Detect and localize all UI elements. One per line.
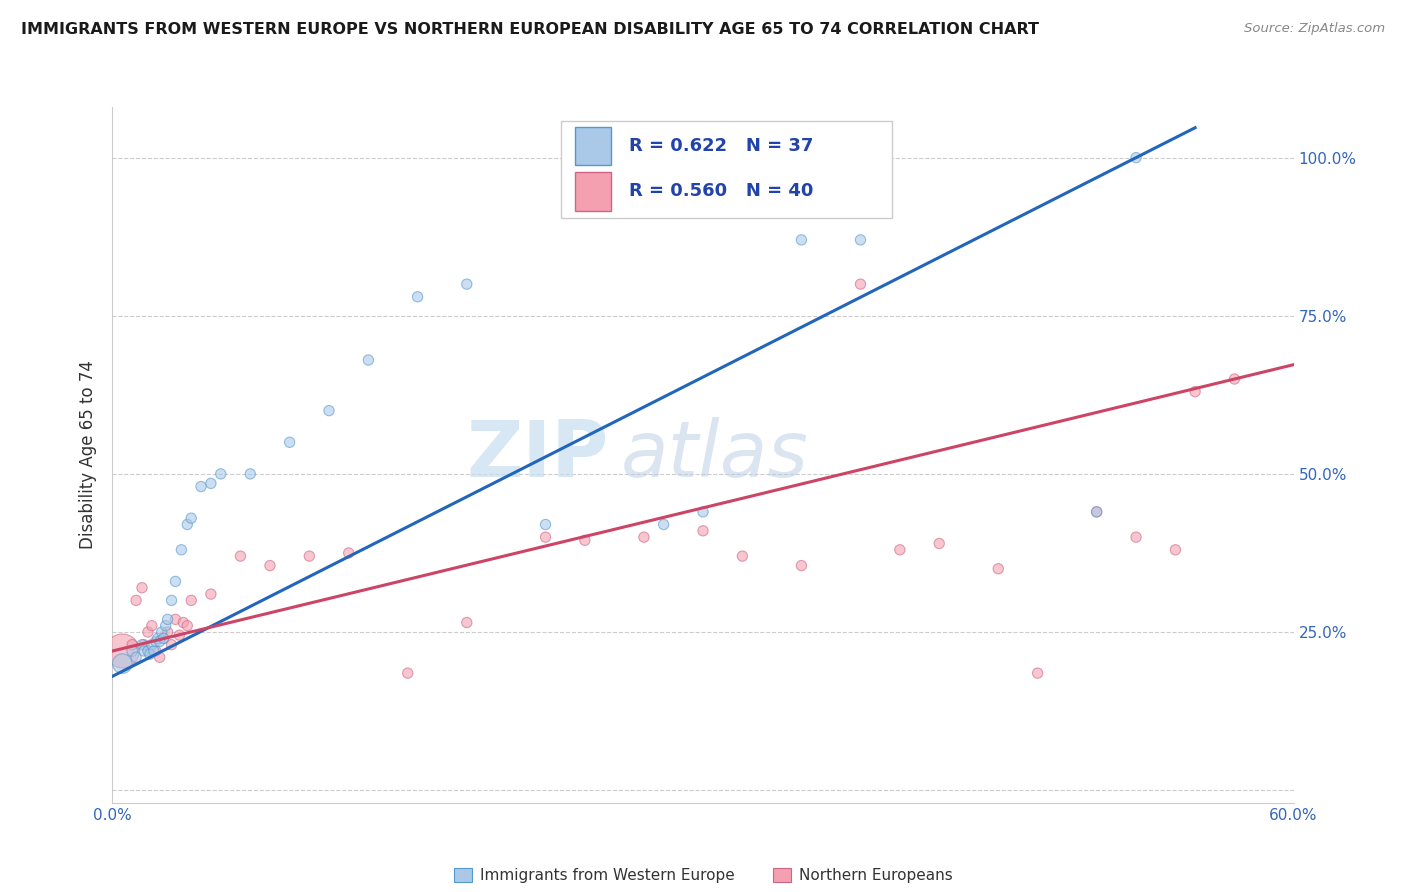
Point <box>145 634 167 648</box>
Point <box>298 549 321 563</box>
Point <box>160 593 183 607</box>
Point <box>229 549 252 563</box>
Point <box>456 277 478 292</box>
Point <box>357 353 380 368</box>
Point <box>156 612 179 626</box>
Point <box>141 638 163 652</box>
Point <box>111 644 134 658</box>
Point <box>200 476 222 491</box>
Point <box>150 625 173 640</box>
Point <box>278 435 301 450</box>
Point <box>1026 666 1049 681</box>
Point <box>406 290 429 304</box>
Point <box>136 644 159 658</box>
Point <box>145 644 167 658</box>
Point <box>259 558 281 573</box>
FancyBboxPatch shape <box>561 121 891 219</box>
Point <box>200 587 222 601</box>
Point <box>156 625 179 640</box>
Point <box>142 644 165 658</box>
Point <box>790 558 813 573</box>
Y-axis label: Disability Age 65 to 74: Disability Age 65 to 74 <box>79 360 97 549</box>
FancyBboxPatch shape <box>575 127 610 165</box>
Point <box>652 517 675 532</box>
Point <box>152 632 174 646</box>
Point <box>132 638 155 652</box>
Point <box>180 511 202 525</box>
Point <box>209 467 232 481</box>
Point <box>190 479 212 493</box>
Point <box>165 612 187 626</box>
Text: IMMIGRANTS FROM WESTERN EUROPE VS NORTHERN EUROPEAN DISABILITY AGE 65 TO 74 CORR: IMMIGRANTS FROM WESTERN EUROPE VS NORTHE… <box>21 22 1039 37</box>
Point <box>790 233 813 247</box>
Text: atlas: atlas <box>620 417 808 493</box>
Point <box>152 632 174 646</box>
Point <box>125 593 148 607</box>
Point <box>534 517 557 532</box>
Point <box>125 650 148 665</box>
Point <box>396 666 419 681</box>
Point <box>165 574 187 589</box>
Point <box>731 549 754 563</box>
Point <box>180 593 202 607</box>
Text: Source: ZipAtlas.com: Source: ZipAtlas.com <box>1244 22 1385 36</box>
Text: ZIP: ZIP <box>467 417 609 493</box>
Point <box>155 618 177 632</box>
Point <box>534 530 557 544</box>
Point <box>149 650 172 665</box>
Point <box>574 533 596 548</box>
FancyBboxPatch shape <box>575 172 610 211</box>
Point <box>1184 384 1206 399</box>
Point <box>692 505 714 519</box>
Point <box>121 638 143 652</box>
Point <box>1223 372 1246 386</box>
Point <box>849 277 872 292</box>
Point <box>121 644 143 658</box>
Point <box>1164 542 1187 557</box>
Point <box>318 403 340 417</box>
Text: R = 0.560   N = 40: R = 0.560 N = 40 <box>628 183 813 201</box>
Legend: Immigrants from Western Europe, Northern Europeans: Immigrants from Western Europe, Northern… <box>447 862 959 889</box>
Point <box>928 536 950 550</box>
Point <box>132 644 155 658</box>
Point <box>176 517 198 532</box>
Point <box>149 634 172 648</box>
Point <box>136 625 159 640</box>
Text: R = 0.622   N = 37: R = 0.622 N = 37 <box>628 136 813 154</box>
Point <box>987 562 1010 576</box>
Point <box>170 542 193 557</box>
Point <box>1085 505 1108 519</box>
Point <box>139 647 162 661</box>
Point <box>169 628 191 642</box>
Point <box>111 657 134 671</box>
Point <box>633 530 655 544</box>
Point <box>176 618 198 632</box>
Point <box>849 233 872 247</box>
Point <box>456 615 478 630</box>
Point <box>1125 151 1147 165</box>
Point <box>160 638 183 652</box>
Point <box>239 467 262 481</box>
Point <box>692 524 714 538</box>
Point <box>1125 530 1147 544</box>
Point <box>131 638 153 652</box>
Point <box>141 618 163 632</box>
Point <box>1085 505 1108 519</box>
Point <box>146 632 169 646</box>
Point <box>131 581 153 595</box>
Point <box>172 615 194 630</box>
Point <box>889 542 911 557</box>
Point <box>337 546 360 560</box>
